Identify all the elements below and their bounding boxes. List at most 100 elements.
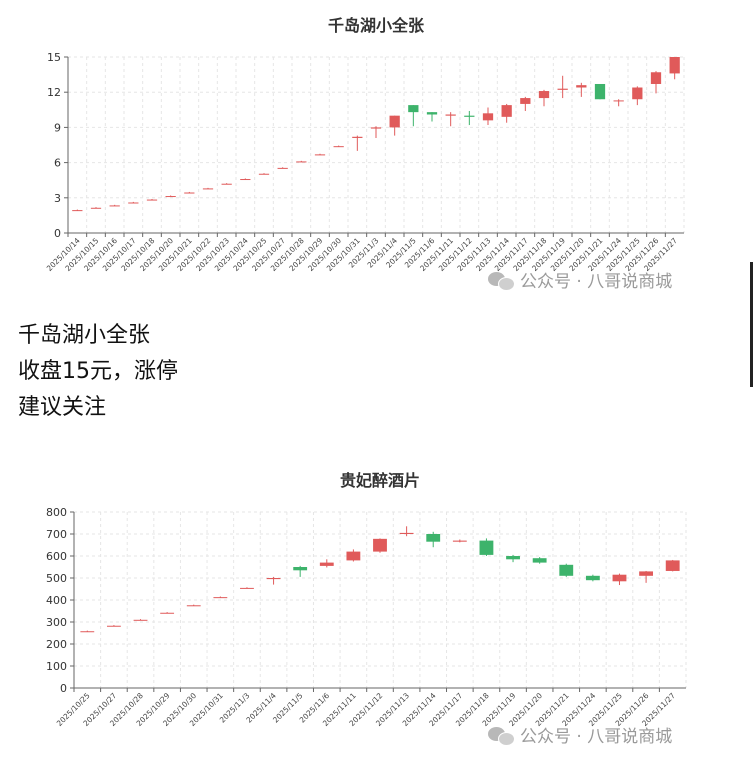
candle — [594, 83, 606, 100]
candle — [506, 554, 520, 563]
candle — [452, 539, 467, 543]
candle — [612, 573, 627, 586]
candle-body — [293, 567, 308, 571]
candle-body — [277, 167, 288, 169]
candle-body — [133, 619, 148, 621]
post-line-advice: 建议关注 — [18, 395, 107, 420]
candle — [277, 167, 288, 169]
y-tick-label: 0 — [54, 227, 61, 240]
post-line-price: 收盘15元，涨停 — [18, 359, 178, 384]
candle-body — [538, 91, 550, 99]
y-tick-label: 6 — [54, 157, 61, 170]
y-tick-label: 15 — [47, 51, 61, 64]
candle-body — [165, 196, 176, 198]
candle-body — [333, 146, 344, 148]
y-tick-label: 100 — [46, 660, 67, 673]
candle-body — [585, 575, 600, 581]
candle — [479, 538, 494, 556]
y-tick-label: 800 — [46, 506, 67, 519]
y-tick-label: 200 — [46, 638, 67, 651]
candle-body — [319, 562, 334, 566]
candle-body — [184, 192, 195, 194]
candle — [213, 596, 228, 599]
y-tick-label: 500 — [46, 572, 67, 585]
candle — [293, 565, 308, 577]
y-tick-label: 600 — [46, 550, 67, 563]
candle — [389, 115, 400, 136]
candle — [464, 110, 475, 126]
candle-body — [370, 127, 382, 129]
candle-body — [221, 183, 232, 185]
candle — [165, 195, 176, 198]
candle-body — [258, 173, 270, 175]
wechat-icon — [488, 725, 515, 746]
candle-body — [373, 538, 387, 552]
candle — [106, 625, 121, 627]
watermark-text: 公众号 · 八哥说商城 — [520, 272, 673, 292]
candle-body — [106, 625, 121, 627]
candle-body — [576, 85, 587, 88]
candle-body — [296, 161, 307, 163]
candle-body — [559, 564, 574, 576]
watermark: 公众号 · 八哥说商城 — [488, 722, 672, 747]
candle-body — [146, 199, 158, 201]
candle — [639, 570, 654, 583]
wechat-icon — [488, 270, 515, 291]
candle — [650, 71, 662, 94]
candle-body — [80, 631, 95, 633]
candle-body — [160, 612, 175, 614]
candle-body — [639, 571, 654, 576]
candle-body — [532, 558, 547, 563]
candle — [399, 526, 414, 537]
candle — [426, 531, 441, 548]
candle-body — [399, 532, 414, 534]
candle-body — [482, 113, 494, 121]
candle-body — [632, 87, 643, 100]
chart-title: 贵妃醉酒片 — [340, 471, 420, 490]
candle — [184, 191, 195, 194]
candle — [202, 187, 214, 190]
candle-body — [520, 98, 531, 104]
y-tick-label: 9 — [54, 121, 61, 134]
y-tick-label: 400 — [46, 594, 67, 607]
candle — [585, 574, 600, 582]
candle — [240, 587, 254, 589]
candle — [128, 201, 139, 204]
candle-body — [352, 136, 363, 138]
scrollbar-thumb[interactable] — [750, 262, 753, 387]
candle-body — [594, 83, 606, 100]
candle — [445, 112, 456, 127]
candle — [669, 57, 680, 80]
candle — [346, 549, 361, 562]
candle-body — [452, 540, 467, 542]
candle-body — [650, 72, 662, 84]
candle-body — [240, 179, 251, 181]
candle — [109, 204, 120, 207]
candle-body — [389, 115, 400, 128]
watermark-text: 公众号 · 八哥说商城 — [520, 727, 673, 747]
candle-body — [557, 88, 568, 90]
candle-body — [128, 202, 139, 204]
candle — [557, 75, 568, 99]
candle — [613, 99, 624, 107]
candle — [146, 198, 158, 201]
candle — [333, 145, 344, 148]
candle — [319, 559, 334, 568]
grid — [73, 511, 687, 689]
watermark: 公众号 · 八哥说商城 — [488, 267, 672, 292]
candle — [221, 183, 232, 185]
candle — [538, 89, 550, 107]
candle-body — [445, 114, 456, 116]
y-tick-label: 0 — [60, 682, 67, 695]
candle-body — [346, 551, 361, 561]
candle — [258, 173, 270, 175]
candle-body — [240, 587, 254, 589]
candle — [665, 559, 680, 572]
candle-body — [72, 210, 83, 212]
candle-body — [464, 115, 475, 117]
post-text: 千岛湖小全张 收盘15元，涨停 建议关注 — [18, 318, 178, 426]
candle — [80, 630, 95, 633]
candle-body — [109, 205, 120, 207]
candle — [352, 135, 363, 151]
candle — [133, 619, 148, 621]
